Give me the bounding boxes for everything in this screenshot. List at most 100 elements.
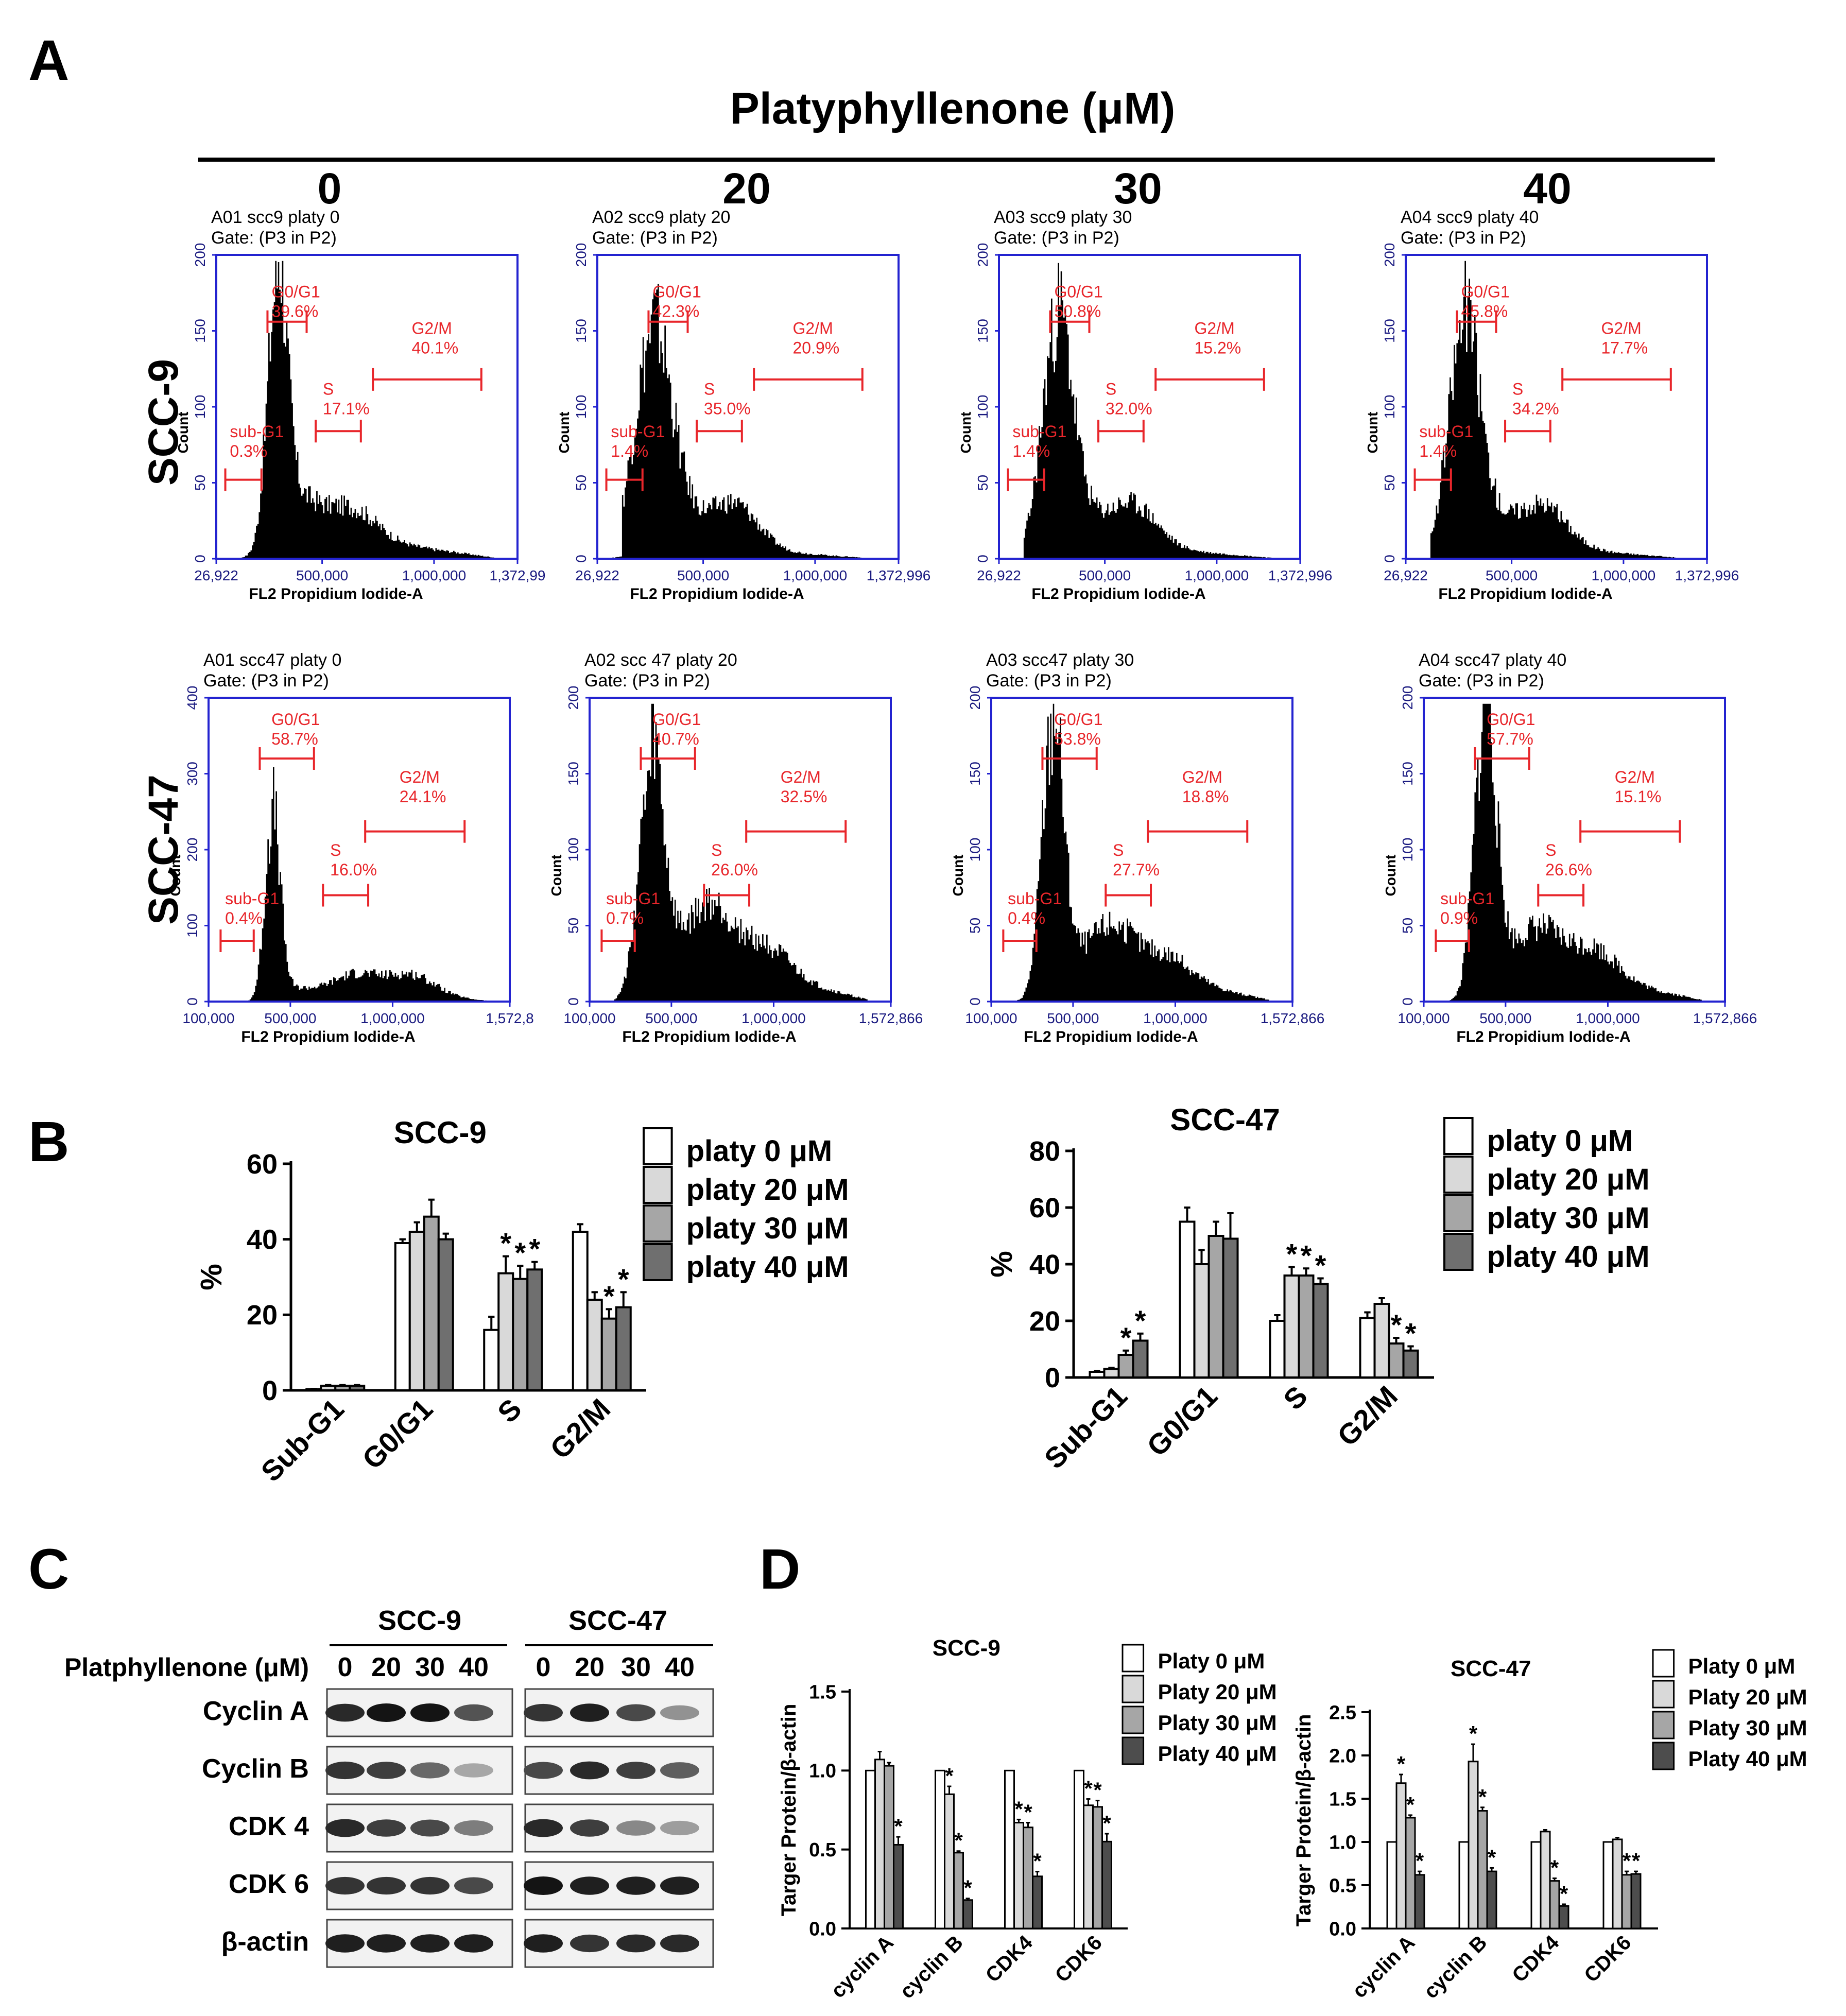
significance-star: * <box>963 1876 972 1900</box>
blot-band <box>410 1762 450 1779</box>
histogram-area <box>1424 703 1725 1002</box>
blot-band <box>325 1876 365 1895</box>
blot-band <box>524 1934 563 1953</box>
y-tick-label: 0.5 <box>809 1839 836 1861</box>
y-tick-label: 200 <box>565 686 581 710</box>
bar-g0-g1-s1 <box>1193 1263 1210 1379</box>
significance-star: * <box>514 1236 526 1269</box>
histogram-title: A01 scc47 platy 0 <box>203 650 341 670</box>
phase-percent-g2-m: 15.2% <box>1195 338 1241 357</box>
category-label: G0/G1 <box>1141 1380 1223 1462</box>
blot-band <box>570 1819 609 1837</box>
phase-percent-g0-g1: 58.7% <box>271 730 318 748</box>
category-label: Sub-G1 <box>254 1392 350 1488</box>
protein-label: CDK 6 <box>229 1869 309 1899</box>
x-tick-label: 1,000,000 <box>402 567 467 583</box>
x-tick-label: 1,372,996 <box>867 567 931 583</box>
lane-label: 0 <box>536 1652 551 1682</box>
legend-label: Platy 20 μM <box>1688 1685 1807 1709</box>
bar-g0-g1-s0 <box>394 1242 411 1391</box>
phase-percent-s: 16.0% <box>330 860 377 879</box>
chart-title: SCC-9 <box>394 1115 487 1150</box>
bar-cdk4-s0 <box>1004 1769 1015 1929</box>
bar-g2-m-s0 <box>572 1231 589 1391</box>
phase-percent-g0-g1: 40.7% <box>652 730 699 748</box>
y-tick-label: 150 <box>192 319 208 343</box>
y-tick-label: 40 <box>247 1225 278 1255</box>
phase-percent-g0-g1: 53.8% <box>1054 730 1101 748</box>
bar-g0-g1-s3 <box>437 1238 454 1392</box>
legend-swatch <box>643 1166 673 1204</box>
bar-cyclin-a-s1 <box>1395 1782 1407 1929</box>
bar-s-s1 <box>497 1272 514 1392</box>
y-tick-label: 0 <box>975 555 991 563</box>
histogram-title: A01 scc9 platy 0 <box>211 208 339 227</box>
blot-band <box>616 1820 655 1836</box>
phase-name-g2-m: G2/M <box>793 319 833 337</box>
y-tick-label: 150 <box>565 762 581 786</box>
bar-cyclin-a-s3 <box>893 1843 904 1929</box>
phase-percent-g0-g1: 45.8% <box>1461 302 1508 321</box>
significance-star: * <box>1033 1849 1042 1873</box>
y-tick-label: 0 <box>184 997 200 1006</box>
bar-cyclin-b-s0 <box>935 1769 945 1929</box>
legend-swatch <box>643 1204 673 1243</box>
legend-swatch <box>1443 1194 1474 1232</box>
x-tick-label: 1,000,000 <box>1592 567 1656 583</box>
blot-band <box>367 1876 406 1895</box>
category-label: cyclin B <box>1420 1931 1492 2003</box>
y-tick-label: 400 <box>184 686 200 710</box>
phase-percent-g2-m: 24.1% <box>400 787 446 806</box>
legend-label: platy 20 μM <box>686 1173 849 1207</box>
phase-name-g0-g1: G0/G1 <box>1054 710 1102 729</box>
blot-band <box>410 1819 450 1837</box>
y-tick-label: 50 <box>565 918 581 934</box>
phase-percent-sub-g1: 0.3% <box>230 442 267 460</box>
phase-name-sub-g1: sub-G1 <box>1440 889 1494 908</box>
legend-swatch <box>1443 1156 1474 1194</box>
phase-percent-sub-g1: 0.4% <box>225 909 263 927</box>
phase-percent-sub-g1: 1.4% <box>1012 442 1050 460</box>
y-tick-label: 200 <box>1400 686 1416 710</box>
significance-star: * <box>1120 1321 1132 1354</box>
lane-label: 30 <box>415 1652 445 1682</box>
x-axis-label: FL2 Propidium Iodide-A <box>249 585 423 602</box>
y-tick-label: 50 <box>1400 918 1416 934</box>
phase-percent-g0-g1: 57.7% <box>1487 730 1533 748</box>
blot-band <box>524 1876 563 1895</box>
histogram-title: A02 scc 47 platy 20 <box>584 650 737 670</box>
significance-star: * <box>1632 1849 1641 1873</box>
bar-cyclin-b-s1 <box>1468 1761 1479 1929</box>
category-label: CDK6 <box>1580 1931 1635 1987</box>
phase-name-g2-m: G2/M <box>1195 319 1235 337</box>
bar-sub-g1-s3 <box>1132 1339 1149 1379</box>
legend-label: Platy 20 μM <box>1158 1680 1277 1704</box>
bar-g0-g1-s0 <box>1179 1220 1196 1379</box>
y-tick-label: 1.0 <box>1329 1832 1356 1853</box>
y-axis-label: Count <box>548 855 564 897</box>
y-axis-label: Targer Protein/β-actin <box>778 1704 800 1917</box>
significance-star: * <box>1301 1239 1312 1271</box>
y-tick-label: 0.5 <box>1329 1875 1356 1897</box>
x-tick-label: 500,000 <box>677 567 729 583</box>
y-axis-label: Count <box>958 412 974 454</box>
blot-band <box>660 1934 699 1953</box>
bar-cyclin-a-s3 <box>1414 1874 1425 1929</box>
x-tick-label: 500,000 <box>296 567 348 583</box>
y-tick-label: 60 <box>1029 1193 1060 1224</box>
histogram-title: A04 scc9 platy 40 <box>1401 208 1539 227</box>
histogram-gate: Gate: (P3 in P2) <box>211 228 337 248</box>
blot-band <box>410 1876 450 1895</box>
x-tick-label: 26,922 <box>575 567 619 583</box>
phase-name-g2-m: G2/M <box>1601 319 1642 337</box>
significance-star: * <box>1014 1797 1023 1821</box>
y-tick-label: 50 <box>192 475 208 491</box>
x-tick-label: 500,000 <box>1047 1010 1099 1026</box>
panel-label-b: B <box>28 1110 69 1174</box>
panel-label-c: C <box>28 1538 69 1601</box>
bar-cyclin-b-s1 <box>944 1793 955 1929</box>
